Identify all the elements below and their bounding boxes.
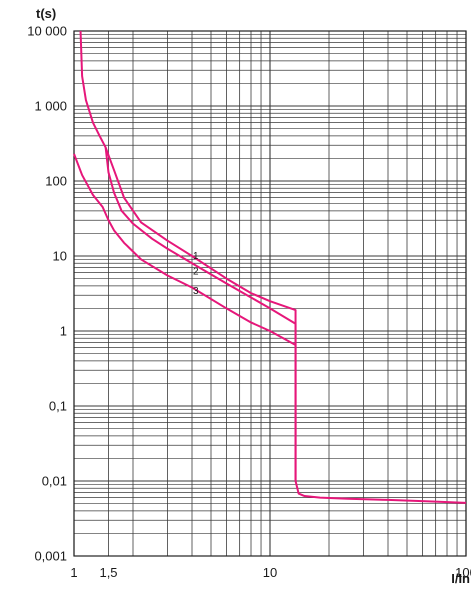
y-tick-label: 1 bbox=[60, 324, 67, 339]
curve-line-3 bbox=[73, 153, 297, 481]
curve-line-2 bbox=[104, 147, 297, 481]
y-tick-labels: 10 000 1 000 100 10 1 0,1 0,01 0,001 bbox=[27, 24, 67, 564]
curve-number-labels: 1 2 3 bbox=[193, 251, 199, 297]
y-axis-title: t(s) bbox=[36, 6, 56, 21]
curve-lines bbox=[73, 30, 467, 504]
curve-number-label: 1 bbox=[193, 251, 199, 262]
y-tick-label: 0,01 bbox=[42, 474, 67, 489]
curve-line-1 bbox=[79, 30, 297, 481]
x-tick-labels: 1 1,5 10 100 bbox=[70, 565, 471, 580]
y-tick-label: 10 bbox=[53, 249, 67, 264]
x-axis-title: I/In bbox=[451, 571, 470, 586]
curve-number-label: 3 bbox=[193, 286, 199, 297]
y-tick-label: 1 000 bbox=[34, 99, 67, 114]
chart-grid bbox=[73, 30, 467, 557]
plot-frame bbox=[73, 30, 467, 557]
x-tick-label: 1,5 bbox=[99, 565, 117, 580]
y-tick-label: 100 bbox=[45, 174, 67, 189]
y-tick-label: 0,1 bbox=[49, 399, 67, 414]
curve-number-label: 2 bbox=[193, 267, 199, 278]
y-tick-label: 10 000 bbox=[27, 24, 67, 39]
x-tick-label: 1 bbox=[70, 565, 77, 580]
y-tick-label: 0,001 bbox=[34, 549, 67, 564]
plot-border bbox=[73, 30, 467, 557]
x-tick-label: 100 bbox=[455, 565, 471, 580]
x-tick-label: 10 bbox=[263, 565, 277, 580]
curve-line-instantaneous bbox=[294, 480, 467, 504]
